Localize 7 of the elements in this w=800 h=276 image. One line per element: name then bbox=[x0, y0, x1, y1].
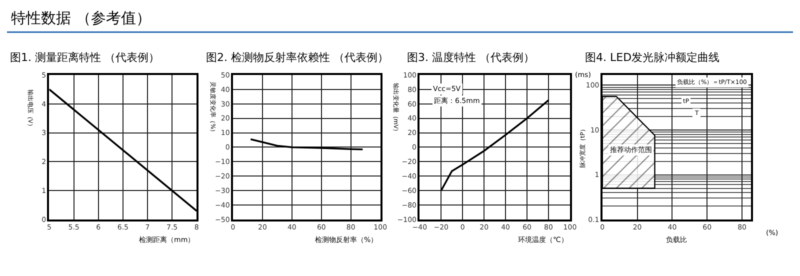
line-series bbox=[250, 138, 364, 150]
chart-title: 图3. 温度特性 （代表例） bbox=[407, 51, 534, 64]
chart-title: 图2. 检测物反射率依赖性 （代表例） bbox=[206, 51, 388, 64]
line-series bbox=[440, 99, 550, 192]
chart-title: 图1. 测量距离特性 （代表例） bbox=[10, 51, 160, 64]
text: 特性数据 （参考值） bbox=[11, 9, 151, 27]
chart-title: 图4. LED发光脉冲额定曲线 bbox=[585, 51, 720, 64]
